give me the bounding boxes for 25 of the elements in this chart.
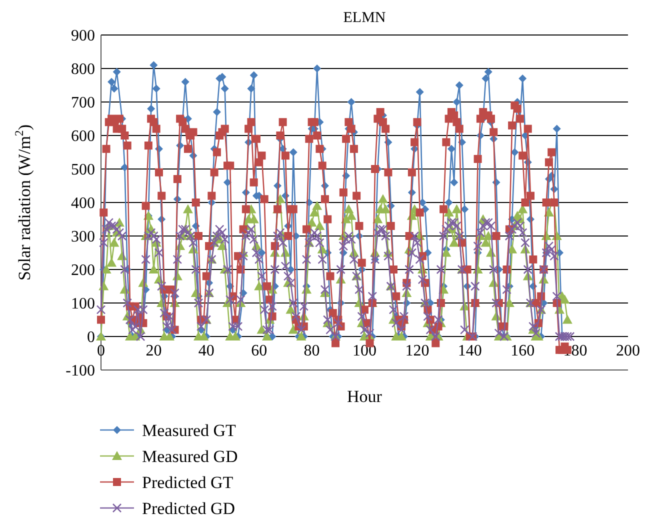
x-axis-title: Hour [347,387,382,406]
y-tick-label: 700 [71,94,95,112]
legend-label: Predicted GT [142,472,234,492]
legend-label: Measured GD [142,446,238,466]
y-tick-label: 800 [71,61,95,78]
x-tick-label: 80 [304,342,320,360]
x-tick-label: 60 [251,342,268,360]
y-tick-label: 0 [87,329,95,346]
legend-label: Predicted GD [142,498,236,518]
y-tick-label: 100 [71,296,95,313]
x-tick-label: 160 [510,342,535,360]
y-tick-label: 500 [71,162,95,179]
x-tick-label: 140 [458,342,482,360]
x-tick-label: 20 [146,342,162,360]
x-tick-label: 120 [405,342,430,360]
y-tick-label: 400 [71,195,95,212]
chart-title: ELMN [343,10,386,26]
legend-label: Measured GT [142,420,237,440]
y-tick-label: 200 [71,262,95,280]
y-tick-label: 600 [71,128,95,146]
y-tick-label: -100 [66,362,95,380]
x-tick-label: 40 [198,342,214,360]
x-tick-label: 200 [616,342,640,360]
y-tick-label: 900 [71,28,95,45]
y-tick-label: 300 [71,228,95,246]
